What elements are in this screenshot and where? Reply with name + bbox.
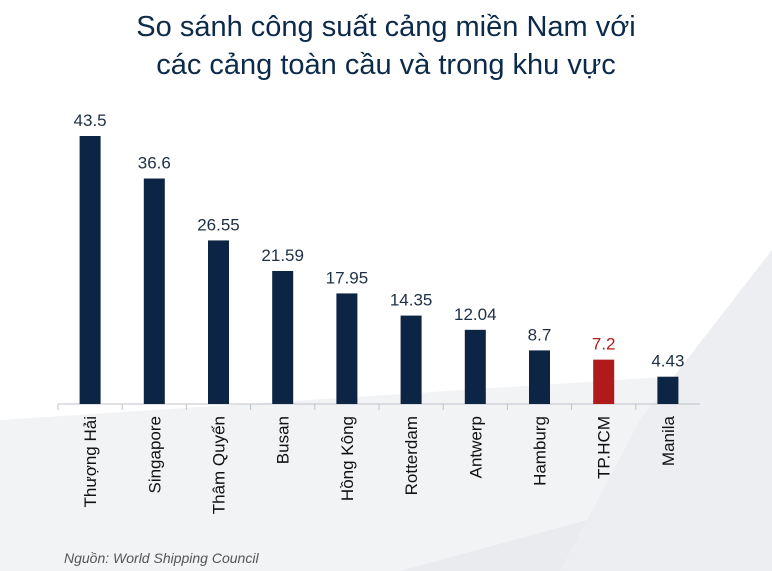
category-label-9: Manila	[659, 415, 678, 466]
bar-4	[336, 293, 358, 404]
chart-title: So sánh công suất cảng miền Nam với các …	[0, 8, 772, 84]
bar-value-label-9: 4.43	[651, 352, 684, 371]
bar-value-label-1: 36.6	[138, 154, 171, 173]
category-label-3: Busan	[274, 416, 293, 464]
bar-value-label-8: 7.2	[592, 335, 616, 354]
bar-3	[272, 270, 294, 404]
bar-7	[529, 350, 550, 404]
category-label-7: Hamburg	[531, 416, 550, 486]
source-note: Nguồn: World Shipping Council	[64, 550, 259, 566]
bar-5	[400, 315, 422, 404]
category-label-1: Singapore	[145, 416, 164, 494]
bar-value-label-0: 43.5	[74, 111, 107, 130]
bar-value-label-7: 8.7	[528, 325, 552, 344]
category-label-8: TP.HCM	[595, 416, 614, 479]
chart-title-line-1: So sánh công suất cảng miền Nam với	[136, 11, 636, 43]
bar-0	[79, 136, 101, 404]
category-label-2: Thâm Quyến	[210, 416, 229, 514]
bar-value-label-4: 17.95	[326, 268, 369, 287]
bar-value-label-5: 14.35	[390, 291, 433, 310]
bar-value-label-2: 26.55	[197, 215, 240, 234]
bar-6	[464, 329, 486, 404]
bar-8	[593, 359, 615, 404]
category-label-5: Rotterdam	[402, 416, 421, 495]
bar-value-label-6: 12.04	[454, 305, 497, 324]
chart-title-line-2: các cảng toàn cầu và trong khu vực	[156, 49, 616, 81]
category-label-4: Hồng Kông	[338, 416, 357, 501]
bar-2	[208, 240, 229, 404]
bar-9	[657, 376, 679, 404]
category-label-0: Thượng Hải	[81, 416, 100, 508]
bar-1	[143, 178, 165, 404]
bar-value-label-3: 21.59	[261, 246, 304, 265]
category-label-6: Antwerp	[466, 416, 485, 478]
